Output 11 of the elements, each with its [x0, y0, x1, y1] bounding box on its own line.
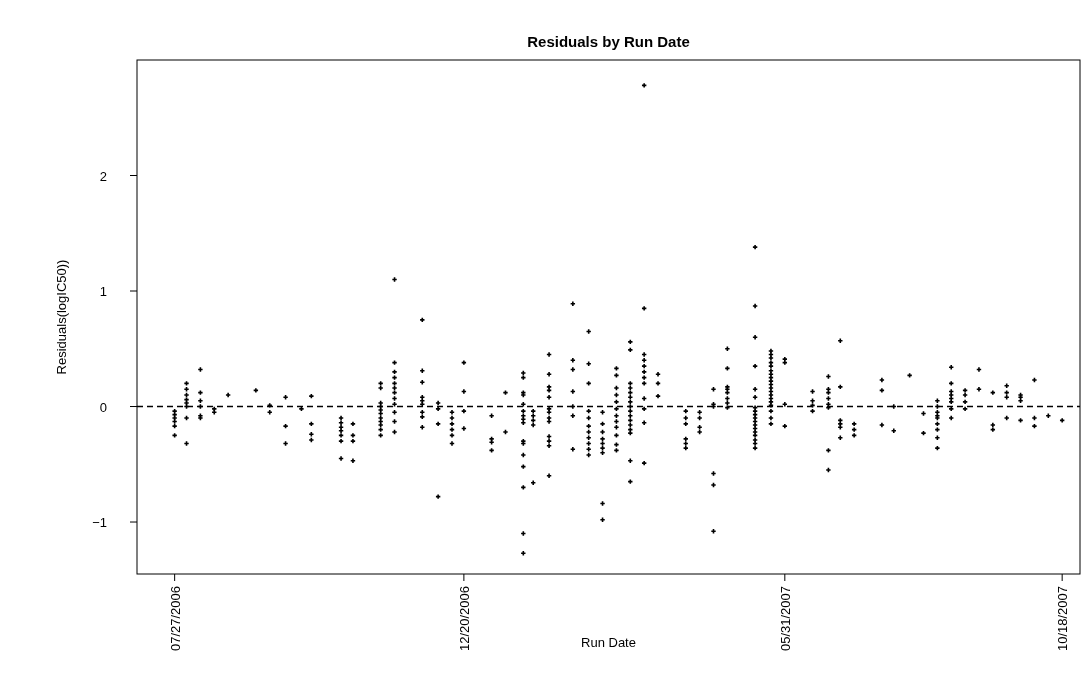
y-axis-title: Residuals(logIC50))	[54, 259, 69, 375]
y-tick-label: 1	[99, 284, 107, 300]
chart-title: Residuals by Run Date	[527, 33, 690, 50]
y-tick-label: 0	[99, 399, 107, 415]
x-axis-title: Run Date	[581, 635, 636, 650]
y-tick-label: 2	[99, 168, 107, 184]
x-tick-label: 05/31/2007	[777, 586, 793, 652]
x-tick-label: 10/18/2007	[1055, 586, 1071, 652]
x-tick-label: 07/27/2006	[167, 586, 183, 652]
x-tick-label: 12/20/2006	[456, 586, 472, 652]
y-tick-label: −1	[92, 515, 107, 531]
